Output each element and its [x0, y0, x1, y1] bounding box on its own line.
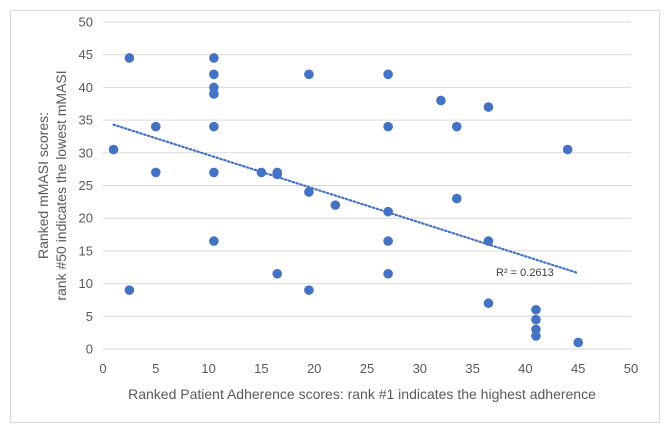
- data-point: [272, 169, 283, 180]
- data-point: [383, 206, 393, 217]
- y-tick-label: 5: [86, 309, 93, 324]
- x-tick-label: 10: [201, 361, 215, 376]
- data-point: [209, 121, 219, 132]
- y-tick-label: 15: [79, 243, 93, 258]
- data-point: [436, 95, 446, 106]
- r-squared-label: R² = 0.2613: [496, 267, 554, 279]
- y-tick-label: 30: [79, 145, 93, 160]
- y-axis-title-line-2: rank #50 indicates the lowest mMASI: [53, 70, 69, 300]
- data-point: [272, 268, 283, 279]
- data-point: [304, 187, 314, 197]
- x-axis: 0 5 10 15 20 25 30 35 40 45 50: [99, 361, 638, 376]
- trendline-group: [112, 123, 580, 275]
- y-tick-label: 45: [79, 47, 93, 62]
- trendline: [112, 123, 580, 275]
- data-point: [108, 144, 119, 155]
- x-tick-label: 5: [152, 361, 159, 376]
- data-point: [124, 53, 135, 63]
- x-tick-label: 0: [99, 361, 106, 376]
- data-point: [209, 89, 219, 99]
- data-point: [531, 331, 541, 341]
- data-point: [304, 69, 314, 80]
- data-point: [209, 236, 219, 246]
- x-tick-label: 50: [624, 361, 638, 376]
- data-point: [209, 69, 219, 80]
- x-tick-label: 45: [571, 361, 585, 376]
- y-axis-title-line-1: Ranked mMASI scores:: [35, 112, 51, 259]
- x-tick-label: 35: [465, 361, 479, 376]
- y-tick-label: 40: [79, 80, 93, 95]
- data-point: [151, 121, 161, 132]
- data-point: [330, 200, 341, 210]
- y-tick-label: 10: [79, 276, 93, 291]
- data-point: [383, 236, 393, 246]
- data-point: [531, 314, 541, 325]
- data-point: [209, 167, 219, 178]
- y-tick-label: 25: [79, 178, 93, 193]
- data-point: [209, 53, 219, 63]
- x-tick-label: 20: [307, 361, 321, 376]
- chart-area: [10, 10, 660, 423]
- data-point: [383, 268, 393, 279]
- data-point: [451, 121, 462, 132]
- x-tick-label: 25: [360, 361, 374, 376]
- data-point: [451, 193, 462, 204]
- x-axis-title: Ranked Patient Adherence scores: rank #1…: [128, 386, 596, 402]
- gridlines: [103, 21, 631, 350]
- data-point: [304, 285, 314, 295]
- data-point: [151, 167, 161, 178]
- x-tick-label: 15: [254, 361, 268, 376]
- x-tick-label: 30: [413, 361, 427, 376]
- x-tick-label: 40: [518, 361, 532, 376]
- y-tick-label: 20: [79, 211, 93, 226]
- data-point: [256, 167, 267, 178]
- data-point: [483, 236, 494, 246]
- data-point: [483, 102, 494, 112]
- y-tick-label: 50: [79, 15, 93, 30]
- data-point: [562, 144, 573, 155]
- data-point: [383, 69, 393, 80]
- data-point: [531, 304, 541, 315]
- y-tick-label: 0: [86, 342, 93, 357]
- data-point: [483, 298, 494, 309]
- data-points: [108, 53, 583, 348]
- y-tick-label: 35: [79, 113, 93, 128]
- data-point: [124, 285, 135, 295]
- data-point: [573, 337, 583, 348]
- data-point: [383, 121, 393, 132]
- y-axis: 0 5 10 15 20 25 30 35 40 45 50: [79, 15, 93, 357]
